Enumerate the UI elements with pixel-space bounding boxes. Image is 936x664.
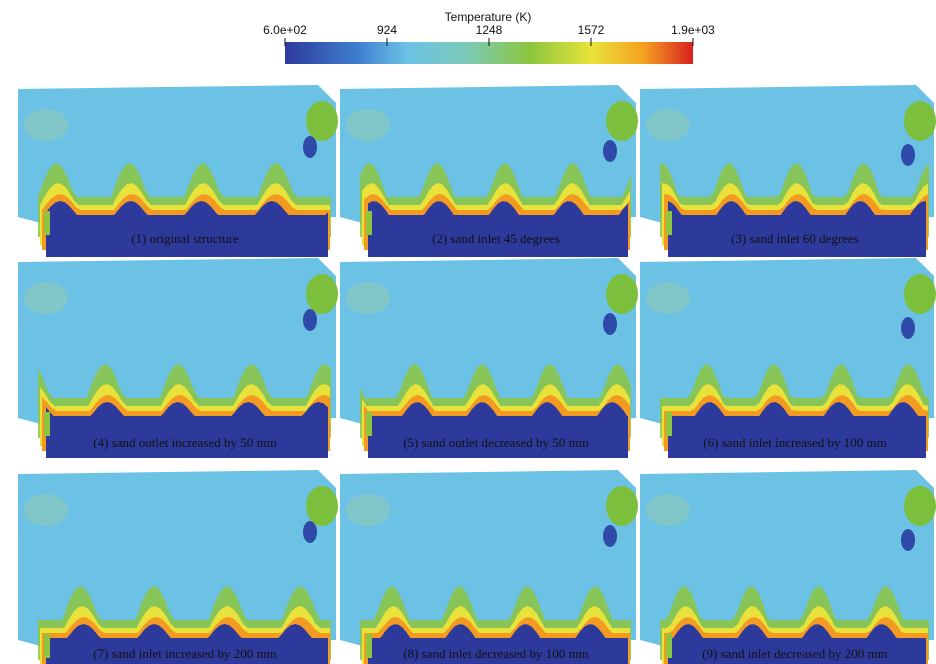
panel-caption: (7) sand inlet increased by 200 mm [93,646,276,661]
panel-caption: (3) sand inlet 60 degrees [731,231,859,246]
colorbar-tick-label: 1572 [578,23,605,37]
panel-caption: (5) sand outlet decreased by 50 mm [403,435,589,450]
colorbar-tick-label: 924 [377,23,397,37]
hot-blob [904,486,936,526]
haze [24,109,68,141]
hot-blob [606,101,638,141]
colorbar-title: Temperature (K) [445,10,532,24]
haze [646,109,690,141]
sand-inlet [366,412,372,436]
hot-blob [904,274,936,314]
cold-blob [303,521,317,543]
hot-blob [306,274,338,314]
bed-floor [668,215,926,225]
sand-inlet [366,211,372,235]
panel-caption: (1) original structure [131,231,239,246]
colorbar-tick-label: 6.0e+02 [263,23,307,37]
hot-blob [606,486,638,526]
hot-blob [306,486,338,526]
panel-caption: (2) sand inlet 45 degrees [432,231,560,246]
cold-blob [603,140,617,162]
bed-floor [668,416,926,426]
cold-blob [603,525,617,547]
panel-caption: (4) sand outlet increased by 50 mm [93,435,276,450]
haze [24,494,68,526]
haze [346,109,390,141]
cold-blob [303,309,317,331]
panel-caption: (9) sand inlet decreased by 200 mm [702,646,888,661]
figure: Temperature (K) 6.0e+02 924 1248 1572 1.9e+0… [0,0,936,664]
panel-caption: (8) sand inlet decreased by 100 mm [403,646,589,661]
bed-floor [368,416,628,426]
cold-blob [901,317,915,339]
sand-inlet [366,634,372,658]
panel-caption: (6) sand inlet increased by 100 mm [703,435,886,450]
colorbar-tick-label: 1248 [476,23,503,37]
sand-inlet [666,211,672,235]
cold-blob [901,529,915,551]
hot-blob [606,274,638,314]
haze [346,494,390,526]
sand-inlet [44,211,50,235]
haze [346,282,390,314]
bed-floor [46,416,328,426]
colorbar-tick-label: 1.9e+03 [671,23,715,37]
haze [646,494,690,526]
sand-inlet [666,412,672,436]
hot-blob [904,101,936,141]
haze [646,282,690,314]
sand-inlet [44,634,50,658]
hot-blob [306,101,338,141]
cold-blob [603,313,617,335]
bed-floor [46,215,328,225]
bed-floor [368,215,628,225]
cold-blob [303,136,317,158]
cold-blob [901,144,915,166]
haze [24,282,68,314]
sand-inlet [44,412,50,436]
sand-inlet [666,634,672,658]
